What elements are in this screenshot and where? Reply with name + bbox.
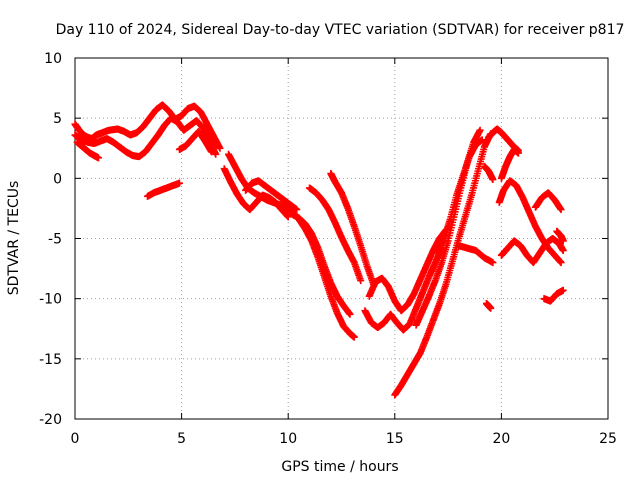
series-arc-17: [455, 242, 497, 267]
x-tick-label: 15: [386, 431, 404, 447]
data-points: [71, 101, 567, 399]
series-arc-23: [497, 235, 567, 267]
series-arc-3: [73, 138, 102, 162]
data-point: [216, 144, 224, 152]
series-arc-12: [361, 244, 446, 334]
series-arc-26: [553, 227, 567, 245]
series-arc-5: [175, 127, 215, 156]
data-point: [489, 176, 497, 184]
series-arc-8: [242, 177, 301, 214]
x-tick-label: 25: [599, 431, 617, 447]
y-tick-label: -20: [39, 412, 62, 428]
data-point: [175, 179, 183, 187]
y-tick-label: -15: [39, 352, 62, 368]
series-arc-7: [220, 165, 292, 221]
y-axis-label: SDTVAR / TECUs: [6, 181, 22, 296]
ticks: 0 5 10 15 20 25 -20 -15 -10 -5 0 5 10: [39, 51, 617, 447]
series-arc-10: [306, 184, 365, 285]
series-arc-6: [225, 150, 358, 341]
x-axis-label: GPS time / hours: [281, 459, 398, 475]
data-point: [559, 237, 567, 245]
data-point: [350, 333, 358, 341]
data-point: [557, 259, 565, 267]
y-tick-label: 0: [53, 171, 62, 187]
series-arc-11: [327, 170, 377, 288]
y-tick-label: -5: [48, 232, 62, 248]
data-point: [487, 304, 495, 312]
data-point: [557, 206, 565, 214]
data-point: [207, 148, 215, 156]
x-tick-label: 5: [177, 431, 186, 447]
series-arc-14: [391, 130, 495, 399]
y-tick-label: -10: [39, 292, 62, 308]
data-point: [284, 213, 292, 221]
data-point: [476, 126, 484, 134]
x-tick-label: 10: [279, 431, 297, 447]
series-arc-21: [497, 145, 522, 182]
data-point: [489, 259, 497, 267]
series-arc-9: [288, 210, 354, 318]
data-point: [559, 247, 567, 255]
series-arc-16: [433, 136, 486, 257]
data-point: [346, 310, 354, 318]
x-tick-label: 20: [492, 431, 510, 447]
x-tick-label: 0: [71, 431, 80, 447]
y-tick-label: 5: [53, 111, 62, 127]
y-tick-label: 10: [44, 51, 62, 67]
series-arc-22: [495, 177, 565, 267]
data-point: [357, 277, 365, 285]
data-point: [212, 150, 220, 158]
data-point: [478, 136, 486, 144]
series-arc-25: [540, 286, 567, 305]
series-arc-18: [480, 162, 497, 184]
data-point: [514, 149, 522, 157]
grid: [75, 58, 608, 419]
data-point: [94, 154, 102, 162]
data-point: [293, 206, 301, 214]
series-arc-19: [482, 299, 495, 312]
series-arc-1: [71, 101, 224, 152]
series-arc-4: [143, 179, 183, 200]
data-point: [559, 286, 567, 294]
series-arc-24: [532, 189, 565, 214]
chart-title: Day 110 of 2024, Sidereal Day-to-day VTE…: [56, 22, 625, 38]
